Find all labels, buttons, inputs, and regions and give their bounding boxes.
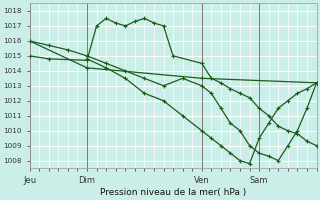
X-axis label: Pression niveau de la mer( hPa ): Pression niveau de la mer( hPa ) bbox=[100, 188, 246, 197]
